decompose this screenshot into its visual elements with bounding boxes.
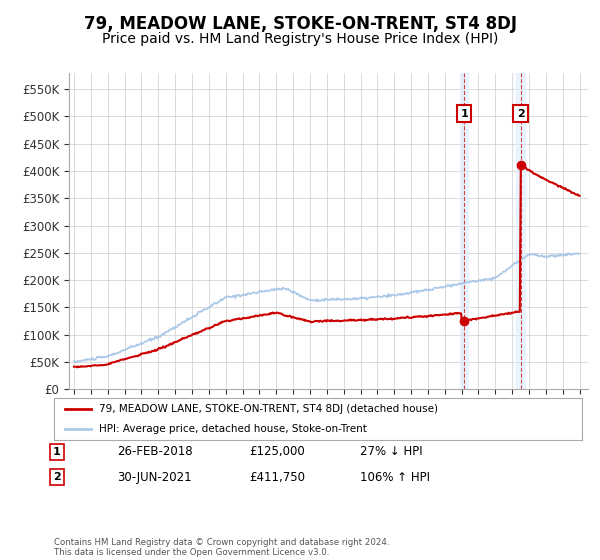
Text: 30-JUN-2021: 30-JUN-2021	[117, 470, 191, 484]
Text: Price paid vs. HM Land Registry's House Price Index (HPI): Price paid vs. HM Land Registry's House …	[102, 32, 498, 46]
Text: 79, MEADOW LANE, STOKE-ON-TRENT, ST4 8DJ (detached house): 79, MEADOW LANE, STOKE-ON-TRENT, ST4 8DJ…	[99, 404, 438, 414]
Text: Contains HM Land Registry data © Crown copyright and database right 2024.
This d: Contains HM Land Registry data © Crown c…	[54, 538, 389, 557]
Text: 2: 2	[517, 109, 524, 119]
Text: 27% ↓ HPI: 27% ↓ HPI	[360, 445, 422, 459]
Bar	[517, 73, 525, 389]
Text: 106% ↑ HPI: 106% ↑ HPI	[360, 470, 430, 484]
Text: 1: 1	[460, 109, 468, 119]
Text: £411,750: £411,750	[249, 470, 305, 484]
Text: £125,000: £125,000	[249, 445, 305, 459]
Text: 2: 2	[53, 472, 61, 482]
Text: 1: 1	[53, 447, 61, 457]
Text: 26-FEB-2018: 26-FEB-2018	[117, 445, 193, 459]
Text: 79, MEADOW LANE, STOKE-ON-TRENT, ST4 8DJ: 79, MEADOW LANE, STOKE-ON-TRENT, ST4 8DJ	[83, 15, 517, 32]
Bar	[460, 73, 469, 389]
Text: HPI: Average price, detached house, Stoke-on-Trent: HPI: Average price, detached house, Stok…	[99, 424, 367, 433]
